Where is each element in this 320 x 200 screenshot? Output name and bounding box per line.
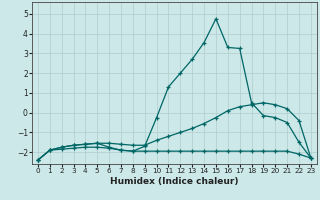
X-axis label: Humidex (Indice chaleur): Humidex (Indice chaleur) <box>110 177 239 186</box>
